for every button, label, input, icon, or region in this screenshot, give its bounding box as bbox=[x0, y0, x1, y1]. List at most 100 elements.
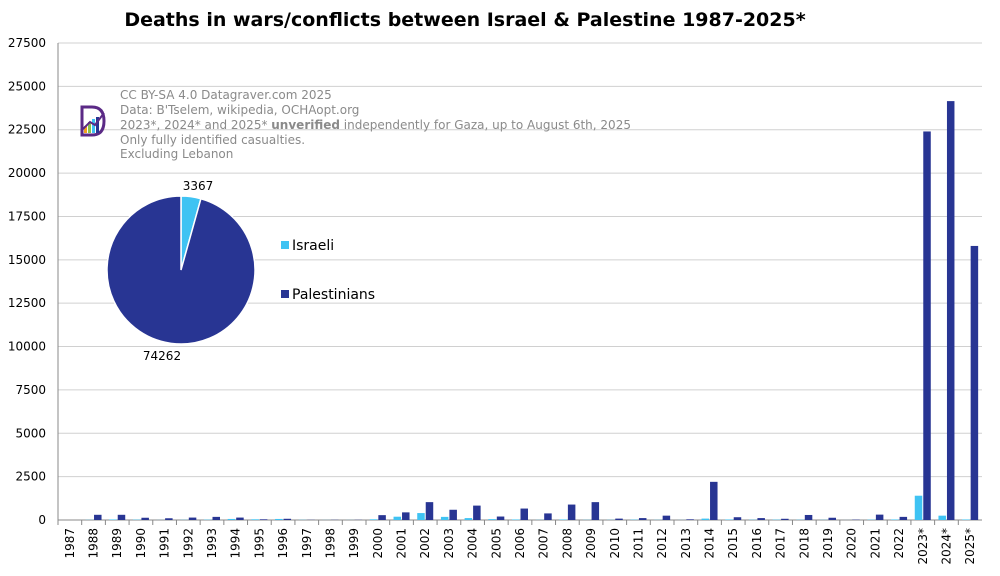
note-unverified-pre: 2023*, 2024* and 2025* bbox=[120, 118, 271, 132]
x-tick-label: 2022 bbox=[892, 528, 906, 559]
bar-palestinians-2024p bbox=[946, 101, 955, 520]
bar-israeli-2001 bbox=[393, 516, 402, 520]
y-tick-label: 25000 bbox=[8, 79, 46, 93]
x-tick-label: 2012 bbox=[655, 528, 669, 559]
note-lebanon: Excluding Lebanon bbox=[120, 147, 233, 161]
y-tick-label: 2500 bbox=[15, 470, 46, 484]
x-tick-label: 2017 bbox=[774, 528, 788, 559]
pie-label-palestinians: 74262 bbox=[143, 349, 181, 363]
bar-palestinians-2002 bbox=[425, 502, 434, 520]
x-tick-label: 2014 bbox=[703, 528, 717, 559]
x-tick-label: 1994 bbox=[229, 528, 243, 559]
bar-palestinians-1990 bbox=[141, 517, 149, 520]
bar-palestinians-2006 bbox=[520, 508, 528, 520]
bar-israeli-2006 bbox=[512, 519, 520, 520]
x-tick-label: 2020 bbox=[845, 528, 859, 559]
bar-israeli-1995 bbox=[251, 519, 259, 520]
note-unverified-bold: unverified bbox=[271, 118, 340, 132]
datagraver-logo bbox=[80, 105, 106, 137]
bar-palestinians-2018 bbox=[804, 514, 813, 520]
bar-israeli-2005 bbox=[488, 519, 496, 520]
bar-palestinians-2004 bbox=[473, 505, 481, 520]
x-tick-label: 2018 bbox=[797, 528, 811, 559]
note-unverified: 2023*, 2024* and 2025* unverified indepe… bbox=[120, 118, 631, 132]
x-tick-label: 1997 bbox=[300, 528, 314, 559]
x-tick-label: 2006 bbox=[513, 528, 527, 559]
bar-palestinians-2021 bbox=[875, 514, 884, 520]
x-tick-label: 2007 bbox=[537, 528, 551, 559]
bar-palestinians-2019 bbox=[828, 517, 836, 520]
legend-swatch-israeli bbox=[281, 241, 289, 249]
bars bbox=[85, 101, 979, 520]
y-tick-label: 12500 bbox=[8, 296, 46, 310]
legend-swatch-palestinians bbox=[281, 290, 289, 298]
bar-palestinians-2016 bbox=[757, 518, 765, 520]
bar-palestinians-2005 bbox=[496, 516, 505, 520]
pie-chart bbox=[106, 195, 256, 345]
bar-palestinians-1995 bbox=[259, 519, 268, 520]
y-tick-label: 22500 bbox=[8, 123, 46, 137]
bar-palestinians-2014 bbox=[710, 481, 718, 520]
source-notes: CC BY-SA 4.0 Datagraver.com 2025 Data: B… bbox=[120, 88, 631, 161]
note-data-source: Data: B'Tselem, wikipedia, OCHAopt.org bbox=[120, 103, 359, 117]
x-tick-label: 1992 bbox=[181, 528, 195, 559]
bar-palestinians-2023p bbox=[923, 131, 931, 520]
bar-palestinians-2017 bbox=[781, 518, 789, 520]
y-tick-label: 20000 bbox=[8, 166, 46, 180]
bar-israeli-2024p bbox=[938, 515, 946, 520]
bar-israeli-2023p bbox=[914, 495, 923, 520]
x-tick-label: 2019 bbox=[821, 528, 835, 559]
y-tick-label: 15000 bbox=[8, 253, 46, 267]
bar-palestinians-2025p bbox=[970, 245, 979, 520]
legend: Israeli Palestinians bbox=[281, 238, 375, 303]
note-unverified-post: independently for Gaza, up to August 6th… bbox=[340, 118, 631, 132]
y-tick-label: 17500 bbox=[8, 209, 46, 223]
bar-palestinians-1989 bbox=[117, 514, 126, 520]
x-tick-label: 2001 bbox=[395, 528, 409, 559]
bar-palestinians-2015 bbox=[733, 517, 742, 520]
bar-israeli-1989 bbox=[109, 519, 117, 520]
x-tick-label: 2024* bbox=[939, 528, 953, 565]
bar-palestinians-2022 bbox=[899, 516, 908, 520]
x-tick-label: 1993 bbox=[205, 528, 219, 559]
bar-palestinians-2003 bbox=[449, 509, 457, 520]
bar-palestinians-2012 bbox=[662, 515, 671, 520]
bar-palestinians-1993 bbox=[212, 516, 220, 520]
bar-israeli-2003 bbox=[440, 516, 449, 520]
x-tick-label: 2023* bbox=[916, 528, 930, 565]
x-tick-label: 2005 bbox=[489, 528, 503, 559]
x-tick-label: 2009 bbox=[584, 528, 598, 559]
x-tick-label: 2013 bbox=[679, 528, 693, 559]
x-tick-label: 2003 bbox=[442, 528, 456, 559]
x-tick-label: 2016 bbox=[750, 528, 764, 559]
bar-palestinians-2001 bbox=[402, 512, 410, 520]
x-tick-label: 1989 bbox=[110, 528, 124, 559]
bar-palestinians-2011 bbox=[638, 518, 647, 520]
note-license: CC BY-SA 4.0 Datagraver.com 2025 bbox=[120, 88, 332, 102]
bar-israeli-2000 bbox=[369, 519, 378, 520]
bar-israeli-2008 bbox=[559, 519, 567, 520]
bar-israeli-2004 bbox=[464, 518, 473, 520]
note-identified: Only fully identified casualties. bbox=[120, 133, 305, 147]
bar-palestinians-1996 bbox=[283, 518, 292, 520]
x-tick-label: 2004 bbox=[466, 528, 480, 559]
bar-palestinians-2007 bbox=[544, 513, 552, 520]
x-tick-label: 1995 bbox=[252, 528, 266, 559]
bar-israeli-2002 bbox=[417, 513, 425, 520]
y-axis: 0 2500 5000 7500 10000 12500 15000 17500 20000 22… bbox=[8, 36, 982, 527]
bar-israeli-1996 bbox=[275, 518, 283, 520]
y-tick-label: 27500 bbox=[8, 36, 46, 50]
x-tick-label: 2015 bbox=[726, 528, 740, 559]
x-tick-label: 1991 bbox=[158, 528, 172, 559]
x-tick-label: 1996 bbox=[276, 528, 290, 559]
legend-label-israeli: Israeli bbox=[292, 238, 334, 254]
x-tick-label: 1999 bbox=[347, 528, 361, 559]
x-tick-label: 2025* bbox=[963, 528, 977, 565]
x-axis: 1987 1988 1989 1990 1991 1992 1993 1994 1995 1996… bbox=[57, 520, 977, 565]
x-tick-label: 2002 bbox=[418, 528, 432, 559]
bar-palestinians-1991 bbox=[165, 518, 173, 520]
bar-israeli-1994 bbox=[227, 518, 236, 520]
x-tick-label: 1987 bbox=[63, 528, 77, 559]
x-tick-label: 2000 bbox=[371, 528, 385, 559]
